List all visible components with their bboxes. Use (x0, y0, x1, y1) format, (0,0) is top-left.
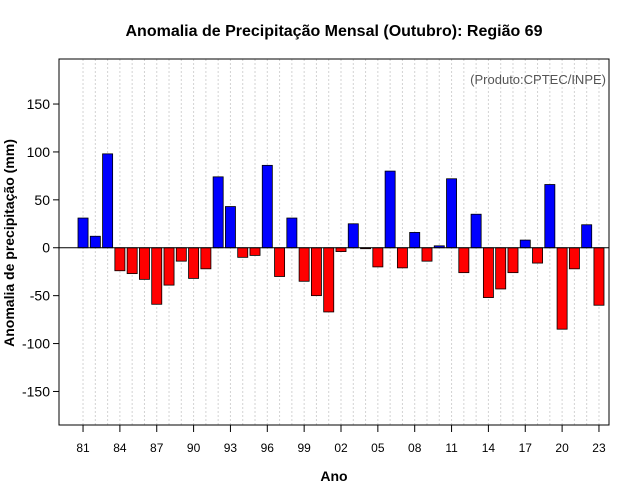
x-tick-label: 23 (592, 441, 606, 455)
x-tick-label: 20 (555, 441, 569, 455)
bar-2013 (470, 213, 482, 249)
bar-1997 (274, 247, 286, 277)
y-tick-label: 50 (34, 192, 50, 208)
bar-2015 (495, 247, 507, 290)
bar-2001 (323, 247, 335, 313)
bar-2019 (544, 184, 556, 249)
bar-1998 (286, 217, 298, 249)
y-tick-label: -100 (22, 336, 50, 352)
y-axis: -150 -100 -50 0 50 100 150 (22, 96, 59, 399)
bar-1999 (298, 247, 310, 282)
bar-1982 (89, 235, 101, 249)
bar-1987 (151, 247, 163, 305)
bar-1983 (102, 153, 114, 249)
bar-2014 (482, 247, 494, 298)
y-tick-label: 0 (42, 240, 50, 256)
x-tick-label: 96 (261, 441, 275, 455)
plot-frame (58, 58, 610, 426)
bar-2023 (593, 247, 605, 306)
bar-1991 (200, 247, 212, 270)
bar-2011 (446, 178, 457, 249)
y-tick-label: 100 (27, 144, 51, 160)
bar-2003 (347, 223, 359, 249)
bar-2016 (507, 247, 519, 274)
bar-2007 (396, 247, 408, 269)
x-tick-label: 11 (445, 441, 458, 455)
x-tick-label: 81 (76, 441, 90, 455)
x-tick-label: 14 (482, 441, 496, 455)
source-annotation: (Produto:CPTEC/INPE) (470, 72, 606, 87)
bar-2017 (519, 239, 531, 249)
bar-1990 (188, 247, 200, 279)
bar-2005 (372, 247, 384, 268)
bar-1989 (175, 247, 187, 262)
bar-1993 (225, 206, 236, 249)
x-tick-label: 02 (334, 441, 348, 455)
chart-title: Anomalia de Precipitação Mensal (Outubro… (126, 23, 543, 40)
bar-2002 (335, 247, 347, 252)
bar-1995 (249, 247, 261, 256)
y-tick-label: -50 (30, 288, 50, 304)
bar-2020 (556, 247, 568, 330)
x-axis: 81 84 87 90 93 96 99 02 05 08 11 14 17 20 23 (76, 425, 606, 455)
bar-2012 (458, 247, 470, 274)
x-tick-label: 05 (371, 441, 385, 455)
x-tick-label: 87 (150, 441, 164, 455)
x-axis-label: Ano (320, 468, 347, 484)
bar-2006 (384, 170, 396, 249)
y-tick-label: 150 (27, 96, 51, 112)
bar-2018 (532, 247, 543, 264)
bar-2022 (581, 224, 593, 249)
y-tick-label: -150 (22, 383, 50, 399)
bars (77, 153, 605, 330)
bar-1988 (163, 247, 175, 286)
x-tick-label: 84 (113, 441, 127, 455)
x-tick-label: 90 (187, 441, 201, 455)
bar-1986 (139, 247, 150, 280)
bar-1996 (261, 164, 273, 249)
x-tick-label: 93 (224, 441, 238, 455)
x-tick-label: 17 (519, 441, 533, 455)
bar-1985 (126, 247, 138, 275)
bar-1981 (77, 217, 89, 249)
grid-lines (82, 59, 600, 425)
bar-2009 (421, 247, 433, 262)
x-tick-label: 99 (297, 441, 311, 455)
y-axis-label: Anomalia de precipitação (mm) (1, 139, 17, 347)
bar-2000 (310, 247, 322, 297)
bar-1992 (212, 176, 224, 249)
x-tick-label: 08 (408, 441, 422, 455)
bar-1984 (114, 247, 126, 272)
bar-2008 (409, 232, 421, 249)
bar-2021 (568, 247, 580, 270)
bar-1994 (237, 247, 249, 258)
